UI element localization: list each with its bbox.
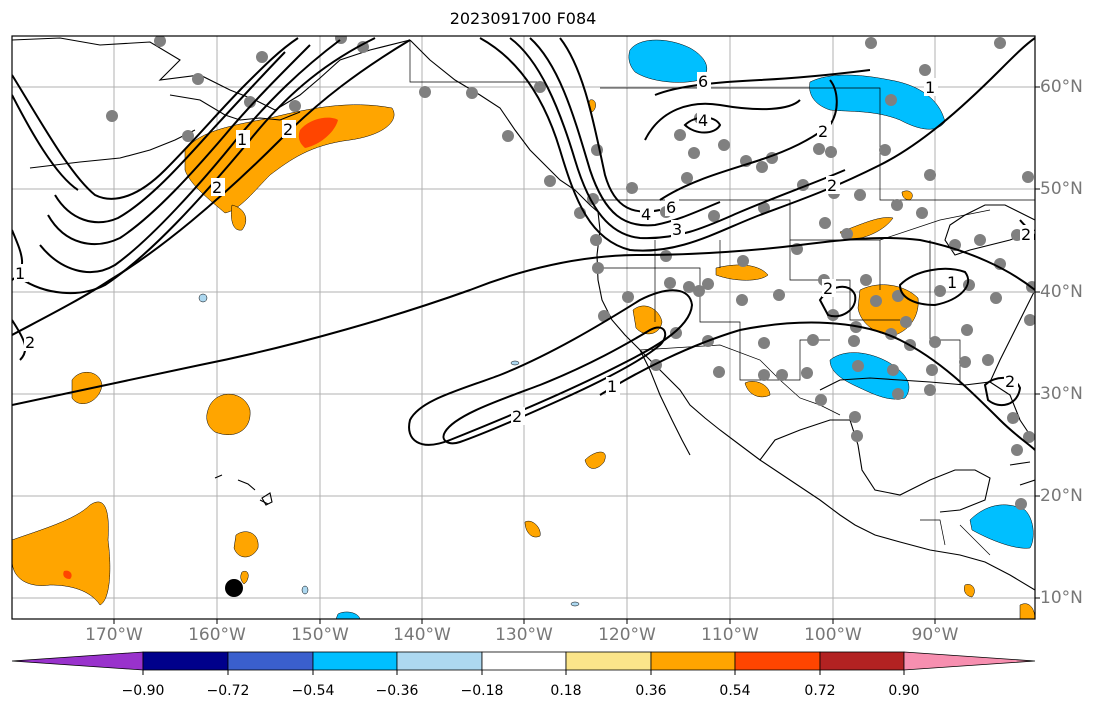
colorbar-segment — [481, 651, 567, 671]
longitude-label: 100°W — [804, 625, 862, 645]
contour-label: 2 — [827, 176, 837, 195]
contour-label: 2 — [25, 333, 35, 352]
latitude-label: 50°N — [1040, 179, 1083, 199]
longitude-label: 160°W — [188, 625, 246, 645]
colorbar-segment — [650, 651, 736, 671]
colorbar-extend-low — [11, 651, 144, 671]
longitude-label: 150°W — [291, 625, 349, 645]
contour-label: 1 — [947, 273, 957, 292]
colorbar-segment — [396, 651, 483, 671]
colorbar-tick-label: −0.36 — [375, 683, 419, 699]
map-title: 2023091700 F084 — [449, 9, 597, 28]
colorbar-tick-label: 0.54 — [719, 683, 751, 699]
weak-negative-regions — [198, 293, 580, 607]
colorbar-tick-label: −0.72 — [206, 683, 250, 699]
colorbar-segment — [142, 651, 229, 671]
contour-label: 4 — [698, 111, 708, 130]
longitude-label: 130°W — [495, 625, 553, 645]
contour-label: 4 — [641, 205, 651, 224]
latitude-label: 10°N — [1040, 588, 1083, 608]
contour-label: 3 — [672, 220, 682, 239]
colorbar-tick-label: 0.72 — [804, 683, 836, 699]
contour-label: 1 — [607, 377, 617, 396]
contour-label: 6 — [698, 72, 708, 91]
contour-label: 2 — [1005, 372, 1015, 391]
contour-label: 2 — [818, 122, 828, 141]
colorbar-segment — [565, 651, 652, 671]
contour-label: 1 — [15, 264, 25, 283]
contour-label: 2 — [283, 120, 293, 139]
colorbar-tick-label: 0.90 — [888, 683, 920, 699]
latitude-label: 30°N — [1040, 384, 1083, 404]
contour-label: 1 — [925, 78, 935, 97]
longitude-label: 110°W — [701, 625, 759, 645]
colorbar-extend-high — [903, 651, 1036, 671]
contour-label: 2 — [1021, 225, 1031, 244]
contour-label: 2 — [212, 178, 222, 197]
colorbar-segment — [312, 651, 398, 671]
colorbar-tick-label: −0.18 — [460, 683, 504, 699]
colorbar-tick-label: −0.90 — [121, 683, 165, 699]
contour-label: 2 — [512, 407, 522, 426]
latitude-label: 60°N — [1040, 77, 1083, 97]
colorbar-segment — [227, 651, 314, 671]
contour-label-boxes — [14, 72, 1034, 425]
longitude-label: 120°W — [598, 625, 656, 645]
axis-ticks — [113, 86, 1040, 624]
negative-anomaly-regions — [335, 39, 1034, 619]
colorbar-segment — [819, 651, 905, 671]
longitude-label: 90°W — [911, 625, 959, 645]
latitude-label: 20°N — [1040, 486, 1083, 506]
colorbar-tick-label: 0.18 — [550, 683, 582, 699]
colorbar-tick-label: 0.36 — [635, 683, 667, 699]
contour-label: 2 — [823, 279, 833, 298]
longitude-label: 170°W — [85, 625, 143, 645]
contour-label: 6 — [666, 198, 676, 217]
contour-lines — [12, 37, 1035, 451]
typhoon-marker — [225, 579, 243, 597]
strong-positive-regions — [63, 117, 338, 579]
contour-label: 1 — [237, 130, 247, 149]
longitude-label: 140°W — [393, 625, 451, 645]
colorbar-segment — [734, 651, 821, 671]
colorbar — [11, 651, 1036, 675]
contour-labels: 6 4 2 1 2 4 6 3 2 1 1 2 2 1 2 2 1 2 2 — [15, 72, 1031, 426]
colorbar-tick-label: −0.54 — [291, 683, 335, 699]
latitude-label: 40°N — [1040, 282, 1083, 302]
